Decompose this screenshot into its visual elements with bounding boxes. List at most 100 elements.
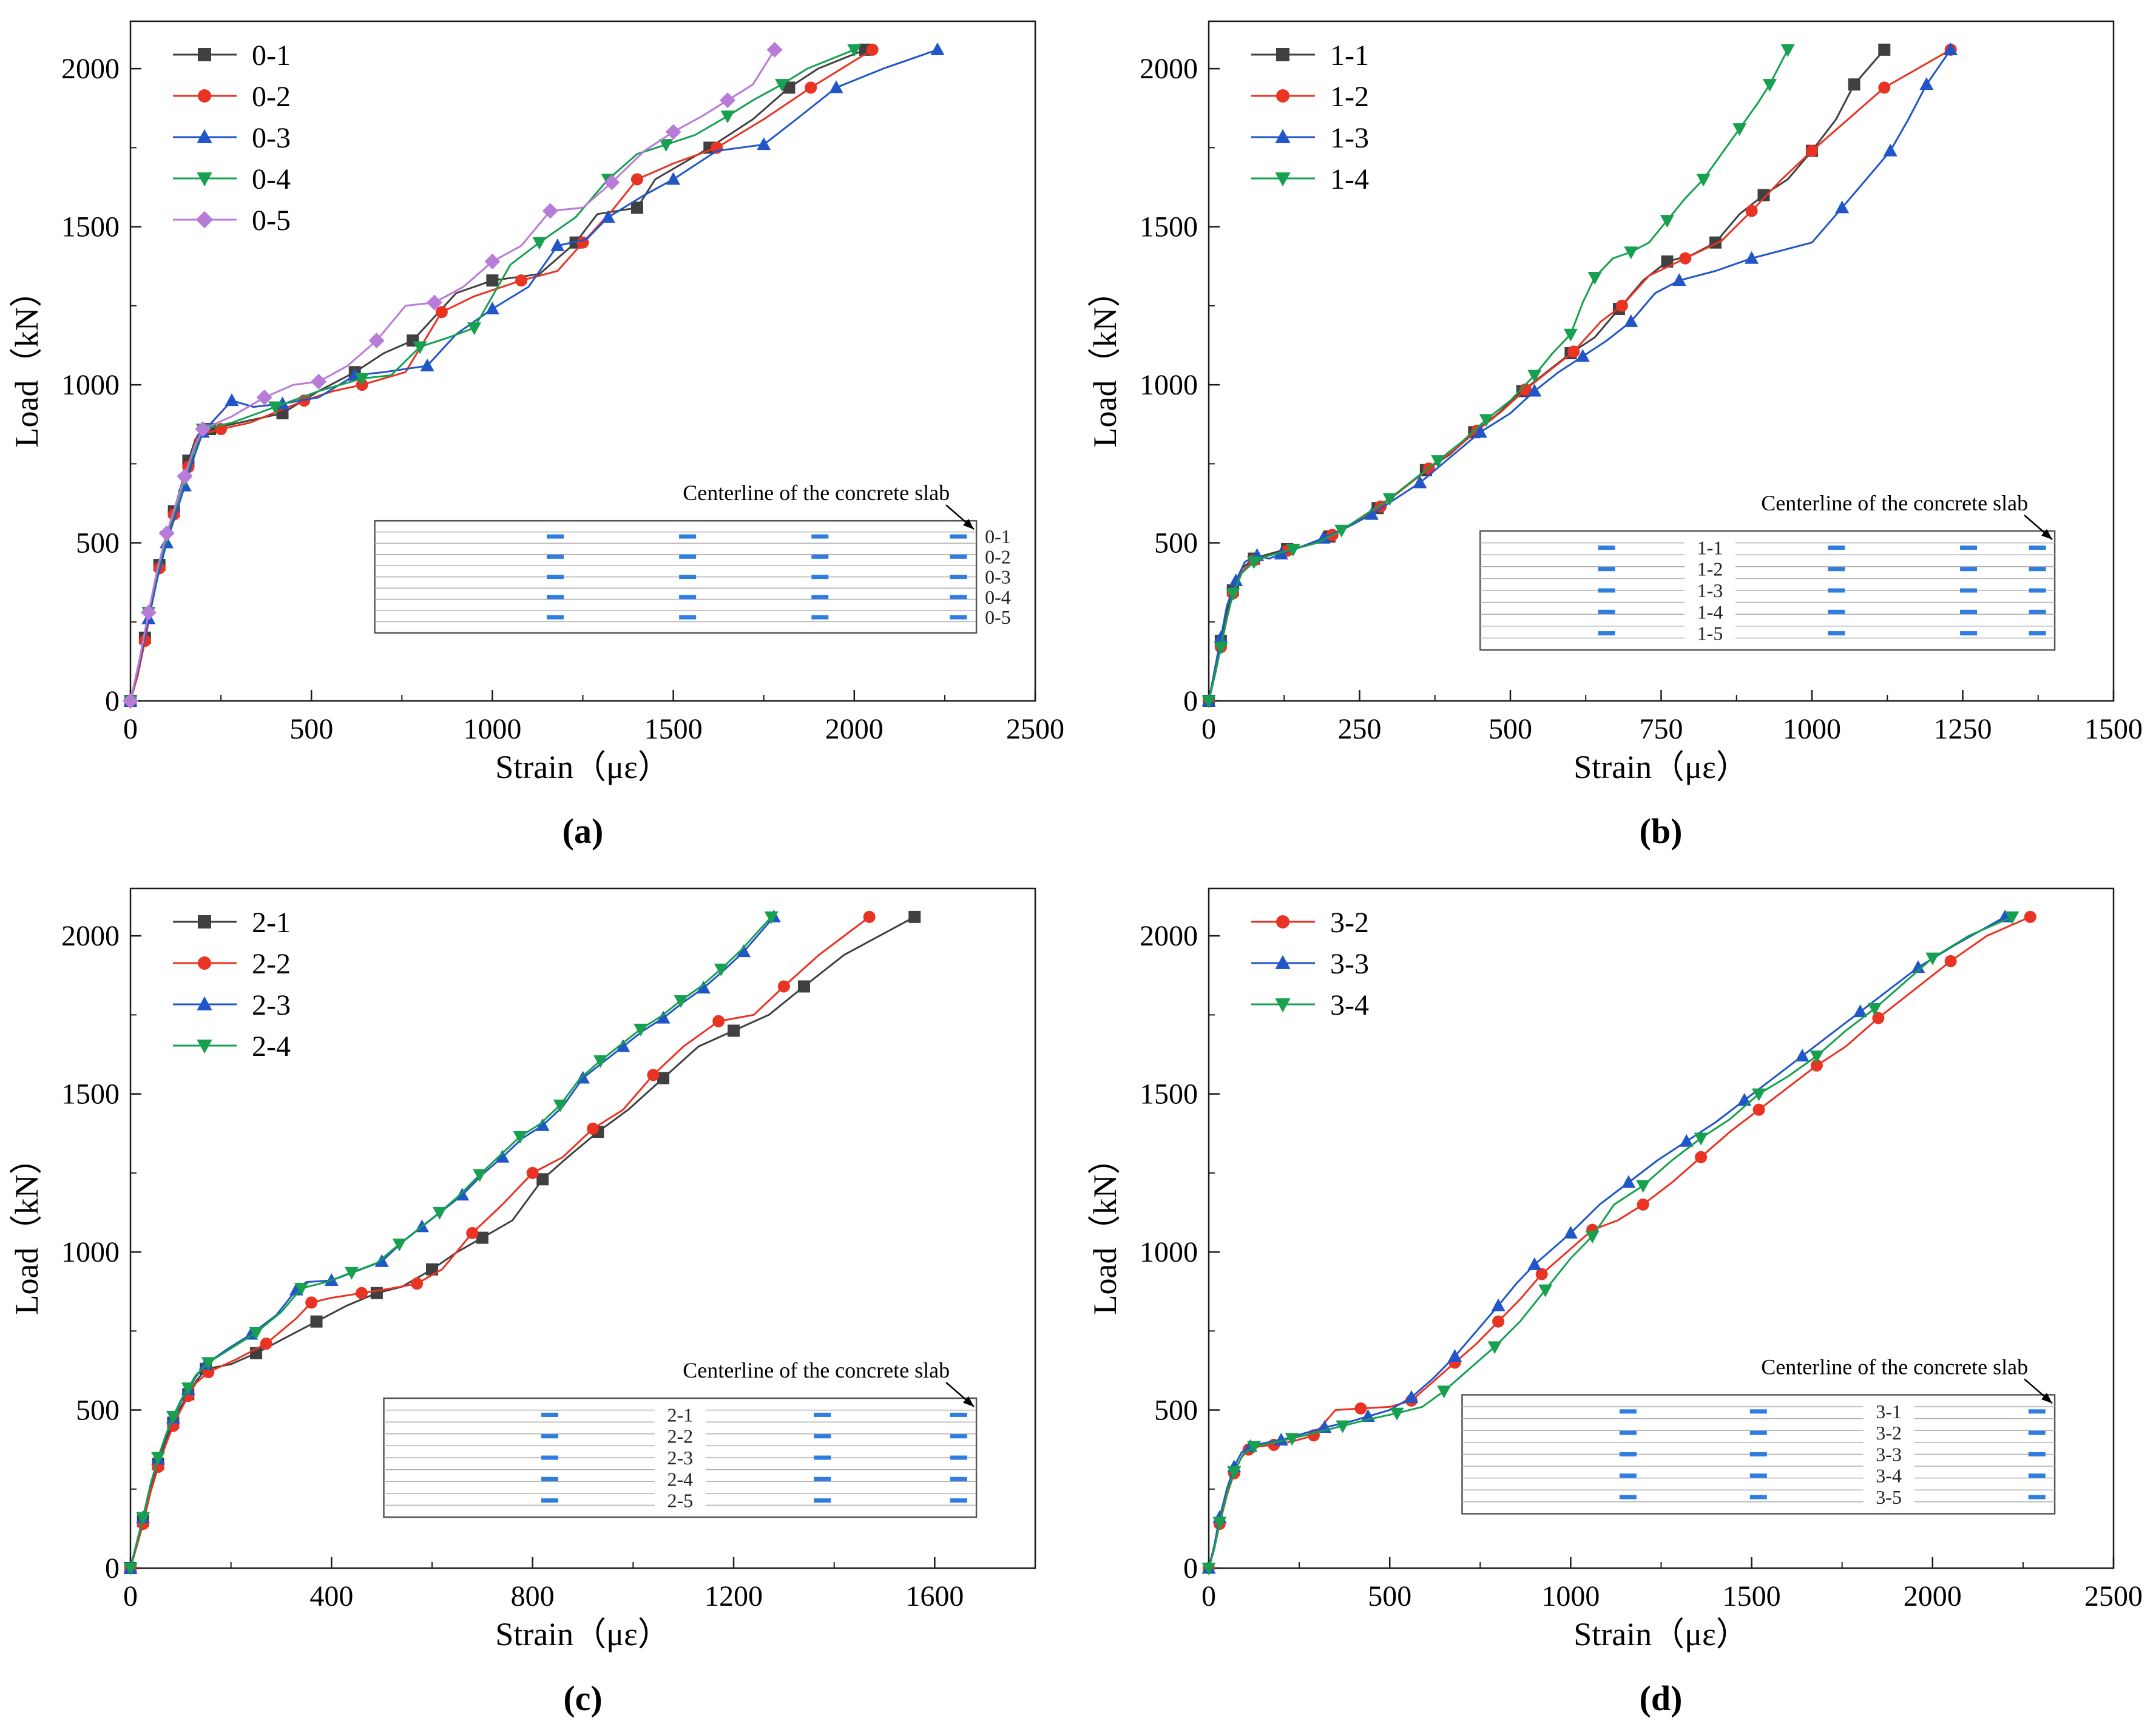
svg-text:2000: 2000	[61, 920, 120, 952]
panel-d: 0 500 1000 1500 2000 2500 0 500 1000 1500 2000 Stra…	[1078, 867, 2156, 1734]
svg-text:0-2: 0-2	[985, 546, 1011, 567]
svg-text:1-1: 1-1	[1330, 39, 1369, 72]
svg-text:1500: 1500	[1140, 1078, 1198, 1111]
chart-a: 0 500 1000 1500 2000 2500 0 500 1000 1500 2000 Stra…	[8, 20, 1064, 785]
svg-text:0-5: 0-5	[985, 606, 1011, 628]
svg-text:1000: 1000	[463, 713, 521, 745]
svg-text:Strain（με）: Strain（με）	[495, 1616, 671, 1652]
svg-text:Load（kN）: Load（kN）	[1087, 1142, 1123, 1315]
svg-text:0: 0	[105, 1552, 120, 1584]
svg-text:2000: 2000	[1903, 1580, 1961, 1612]
svg-text:0-1: 0-1	[985, 526, 1011, 547]
svg-text:1600: 1600	[905, 1580, 964, 1612]
svg-text:2000: 2000	[61, 53, 120, 85]
svg-text:1000: 1000	[61, 1236, 120, 1268]
svg-text:0: 0	[1183, 1552, 1198, 1584]
svg-text:2-3: 2-3	[667, 1447, 693, 1469]
svg-text:0-4: 0-4	[252, 163, 291, 195]
svg-text:0-2: 0-2	[252, 81, 291, 113]
caption-d: (d)	[1639, 1679, 1683, 1718]
panel-c: 0 400 800 1200 1600 0 500 1000 1500 2000 Strain（με…	[0, 867, 1078, 1734]
svg-text:500: 500	[1154, 1395, 1198, 1427]
svg-text:1200: 1200	[705, 1580, 763, 1612]
svg-text:2-1: 2-1	[252, 907, 291, 939]
svg-text:3-1: 3-1	[1876, 1401, 1902, 1422]
chart-b: 0 250 500 750 1000 1250 1500 0 500 1000 1500 2000 St…	[1087, 20, 2143, 785]
svg-text:500: 500	[289, 713, 333, 745]
svg-text:1000: 1000	[1541, 1580, 1600, 1612]
svg-text:3-5: 3-5	[1876, 1486, 1902, 1508]
svg-text:0: 0	[105, 685, 120, 717]
svg-text:0: 0	[123, 713, 138, 745]
panel-b: 0 250 500 750 1000 1250 1500 0 500 1000 1500 2000 St…	[1078, 0, 2156, 867]
svg-text:1-1: 1-1	[1697, 536, 1723, 558]
svg-text:2-3: 2-3	[252, 989, 291, 1021]
caption-a: (a)	[562, 811, 604, 851]
svg-text:0: 0	[1183, 685, 1198, 717]
svg-text:Centerline of the concrete sla: Centerline of the concrete slab	[683, 1358, 950, 1382]
svg-text:3-4: 3-4	[1876, 1465, 1902, 1487]
svg-text:1000: 1000	[1783, 713, 1841, 745]
caption-b: (b)	[1639, 811, 1683, 851]
svg-text:2500: 2500	[2084, 1580, 2143, 1612]
svg-text:0-4: 0-4	[985, 586, 1011, 608]
svg-text:2-4: 2-4	[667, 1468, 693, 1490]
svg-text:0: 0	[123, 1580, 138, 1612]
svg-text:750: 750	[1639, 713, 1683, 745]
svg-text:0-1: 0-1	[252, 39, 291, 72]
caption-c: (c)	[563, 1679, 603, 1718]
svg-text:1500: 1500	[644, 713, 703, 745]
svg-text:1500: 1500	[61, 1078, 120, 1111]
svg-text:Strain（με）: Strain（με）	[495, 749, 671, 785]
svg-text:2000: 2000	[825, 713, 884, 745]
svg-text:1000: 1000	[1140, 1236, 1198, 1268]
svg-text:1500: 1500	[61, 211, 120, 243]
svg-text:Centerline of the concrete sla: Centerline of the concrete slab	[1761, 491, 2028, 515]
svg-text:3-4: 3-4	[1330, 989, 1369, 1021]
svg-text:1000: 1000	[61, 369, 120, 401]
svg-text:2-2: 2-2	[667, 1426, 693, 1447]
svg-text:2000: 2000	[1140, 920, 1198, 952]
panel-a: 0 500 1000 1500 2000 2500 0 500 1000 1500 2000 Stra…	[0, 0, 1078, 867]
svg-text:Load（kN）: Load（kN）	[8, 1142, 45, 1315]
svg-text:1-5: 1-5	[1697, 623, 1723, 644]
svg-text:500: 500	[1489, 713, 1532, 745]
svg-text:0-3: 0-3	[985, 566, 1011, 588]
svg-text:2-2: 2-2	[252, 948, 291, 980]
svg-text:1-4: 1-4	[1697, 601, 1723, 623]
svg-text:1500: 1500	[2084, 713, 2143, 745]
svg-text:Load（kN）: Load（kN）	[8, 275, 45, 448]
svg-text:500: 500	[1368, 1580, 1411, 1612]
svg-text:2000: 2000	[1140, 53, 1198, 85]
svg-text:1-3: 1-3	[1697, 580, 1723, 601]
svg-text:3-2: 3-2	[1330, 907, 1369, 939]
svg-text:1500: 1500	[1140, 211, 1198, 243]
svg-text:1000: 1000	[1140, 369, 1198, 401]
svg-text:0-5: 0-5	[252, 205, 291, 237]
svg-text:1-2: 1-2	[1697, 558, 1723, 580]
svg-text:3-3: 3-3	[1330, 948, 1369, 980]
svg-text:1-2: 1-2	[1330, 81, 1369, 113]
svg-text:400: 400	[309, 1580, 353, 1612]
svg-text:2-1: 2-1	[667, 1404, 693, 1426]
svg-text:2-5: 2-5	[667, 1490, 693, 1512]
svg-text:0: 0	[1201, 713, 1216, 745]
svg-text:0-3: 0-3	[252, 122, 291, 154]
svg-text:Centerline of the concrete sla: Centerline of the concrete slab	[683, 481, 950, 505]
svg-text:Load（kN）: Load（kN）	[1087, 275, 1123, 448]
svg-text:Strain（με）: Strain（με）	[1573, 749, 1749, 785]
svg-text:0: 0	[1201, 1580, 1216, 1612]
svg-text:250: 250	[1337, 713, 1381, 745]
chart-d: 0 500 1000 1500 2000 2500 0 500 1000 1500 2000 Stra…	[1087, 887, 2143, 1652]
svg-text:1500: 1500	[1722, 1580, 1780, 1612]
svg-text:3-3: 3-3	[1876, 1443, 1902, 1465]
svg-text:500: 500	[76, 527, 120, 560]
svg-text:Centerline of the concrete sla: Centerline of the concrete slab	[1761, 1355, 2028, 1379]
svg-text:500: 500	[76, 1395, 120, 1427]
svg-text:1-3: 1-3	[1330, 122, 1369, 154]
svg-text:1250: 1250	[1933, 713, 1992, 745]
svg-text:500: 500	[1154, 527, 1198, 560]
chart-c: 0 400 800 1200 1600 0 500 1000 1500 2000 Strain（με…	[8, 887, 1036, 1652]
svg-text:2500: 2500	[1006, 713, 1064, 745]
